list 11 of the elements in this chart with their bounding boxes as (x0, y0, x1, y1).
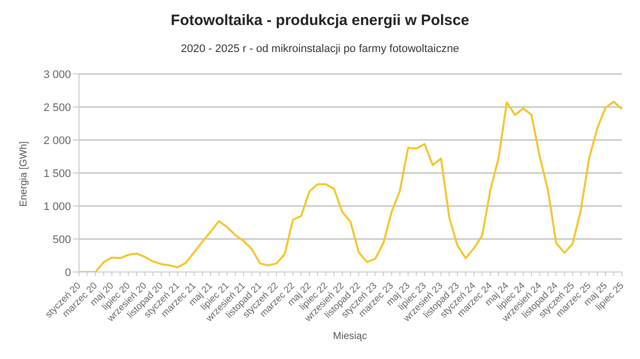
y-tick-label: 1 000 (43, 200, 71, 213)
y-tick-label: 2 500 (43, 102, 71, 114)
x-axis-title: Miesiąc (332, 331, 368, 342)
y-tick-label: 1 500 (43, 168, 71, 180)
y-tick-label: 3 000 (43, 68, 71, 81)
y-axis-title: Energia [GWh] (18, 141, 30, 207)
chart-subtitle: 2020 - 2025 r - od mikroinstalacji po farmy fotowoltaiczne (180, 43, 460, 55)
chart-title: Fotowoltaika - produkcja energii w Polsce (170, 12, 470, 29)
y-tick-label: 0 (64, 266, 71, 279)
y-tick-label: 500 (52, 234, 71, 246)
y-tick-label: 2 000 (43, 134, 71, 147)
